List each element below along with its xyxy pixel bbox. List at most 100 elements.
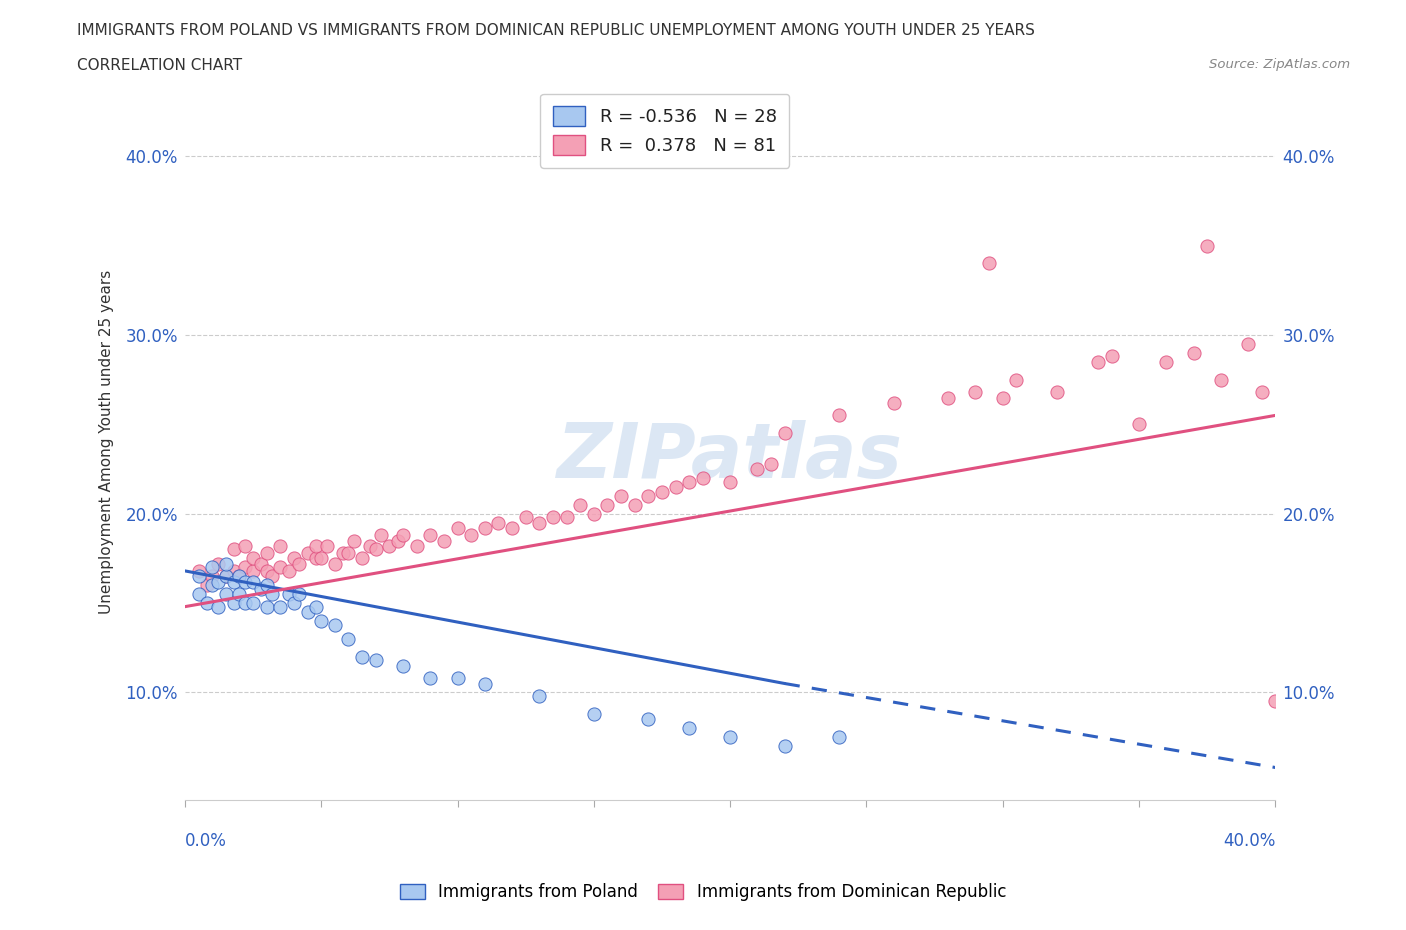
Point <box>215 569 238 584</box>
Point <box>370 527 392 542</box>
Point <box>277 564 299 578</box>
Point <box>201 569 224 584</box>
Point <box>828 408 851 423</box>
Point <box>283 595 305 610</box>
Point <box>623 498 645 512</box>
Point <box>215 556 238 571</box>
Legend: R = -0.536   N = 28, R =  0.378   N = 81: R = -0.536 N = 28, R = 0.378 N = 81 <box>540 94 789 167</box>
Point <box>228 569 250 584</box>
Point <box>773 426 796 441</box>
Point <box>364 542 387 557</box>
Point <box>1182 345 1205 360</box>
Point <box>747 461 769 476</box>
Y-axis label: Unemployment Among Youth under 25 years: Unemployment Among Youth under 25 years <box>100 270 114 615</box>
Point <box>1087 354 1109 369</box>
Point <box>323 618 346 632</box>
Point <box>678 721 700 736</box>
Point <box>1101 349 1123 364</box>
Point <box>529 688 551 703</box>
Point <box>1046 385 1069 400</box>
Point <box>977 256 1000 271</box>
Point <box>582 707 605 722</box>
Point <box>433 533 456 548</box>
Point <box>883 395 905 410</box>
Point <box>309 614 332 629</box>
Point <box>187 587 209 602</box>
Point <box>250 581 273 596</box>
Point <box>1128 417 1150 432</box>
Point <box>309 551 332 565</box>
Point <box>215 587 238 602</box>
Text: 0.0%: 0.0% <box>186 831 226 850</box>
Point <box>1005 372 1028 387</box>
Point <box>337 546 360 561</box>
Point <box>515 510 537 525</box>
Point <box>359 538 381 553</box>
Point <box>460 527 482 542</box>
Point <box>501 521 523 536</box>
Point <box>419 671 441 685</box>
Point <box>651 485 673 499</box>
Point <box>1197 238 1219 253</box>
Point <box>228 569 250 584</box>
Point <box>665 480 688 495</box>
Point <box>283 551 305 565</box>
Legend: Immigrants from Poland, Immigrants from Dominican Republic: Immigrants from Poland, Immigrants from … <box>394 876 1012 908</box>
Point <box>387 533 409 548</box>
Point <box>446 671 468 685</box>
Point <box>323 556 346 571</box>
Point <box>242 564 264 578</box>
Point <box>474 521 496 536</box>
Point <box>250 556 273 571</box>
Point <box>256 564 278 578</box>
Point <box>759 457 782 472</box>
Text: ZIPatlas: ZIPatlas <box>557 419 903 494</box>
Point <box>596 498 619 512</box>
Point <box>1237 337 1260 352</box>
Point <box>692 471 714 485</box>
Point <box>637 488 659 503</box>
Point <box>242 595 264 610</box>
Point <box>1154 354 1177 369</box>
Point <box>305 599 328 614</box>
Point <box>555 510 578 525</box>
Point <box>405 538 427 553</box>
Point <box>242 574 264 589</box>
Point <box>228 587 250 602</box>
Point <box>378 538 401 553</box>
Text: IMMIGRANTS FROM POLAND VS IMMIGRANTS FROM DOMINICAN REPUBLIC UNEMPLOYMENT AMONG : IMMIGRANTS FROM POLAND VS IMMIGRANTS FRO… <box>77 23 1035 38</box>
Point <box>446 521 468 536</box>
Point <box>222 595 245 610</box>
Point <box>233 538 256 553</box>
Point <box>828 730 851 745</box>
Point <box>315 538 337 553</box>
Point <box>222 564 245 578</box>
Point <box>222 542 245 557</box>
Point <box>419 527 441 542</box>
Point <box>195 578 218 592</box>
Point <box>352 649 374 664</box>
Point <box>201 560 224 575</box>
Point <box>529 515 551 530</box>
Point <box>207 556 229 571</box>
Point <box>773 738 796 753</box>
Point <box>392 527 415 542</box>
Point <box>297 546 319 561</box>
Point <box>262 569 284 584</box>
Point <box>207 574 229 589</box>
Point <box>305 551 328 565</box>
Point <box>678 474 700 489</box>
Point <box>718 474 741 489</box>
Point <box>256 546 278 561</box>
Point <box>718 730 741 745</box>
Point <box>352 551 374 565</box>
Point <box>1250 385 1272 400</box>
Point <box>256 578 278 592</box>
Point <box>486 515 509 530</box>
Point <box>256 599 278 614</box>
Point <box>1209 372 1232 387</box>
Point <box>991 390 1014 405</box>
Point <box>305 538 328 553</box>
Point <box>288 587 311 602</box>
Point <box>364 653 387 668</box>
